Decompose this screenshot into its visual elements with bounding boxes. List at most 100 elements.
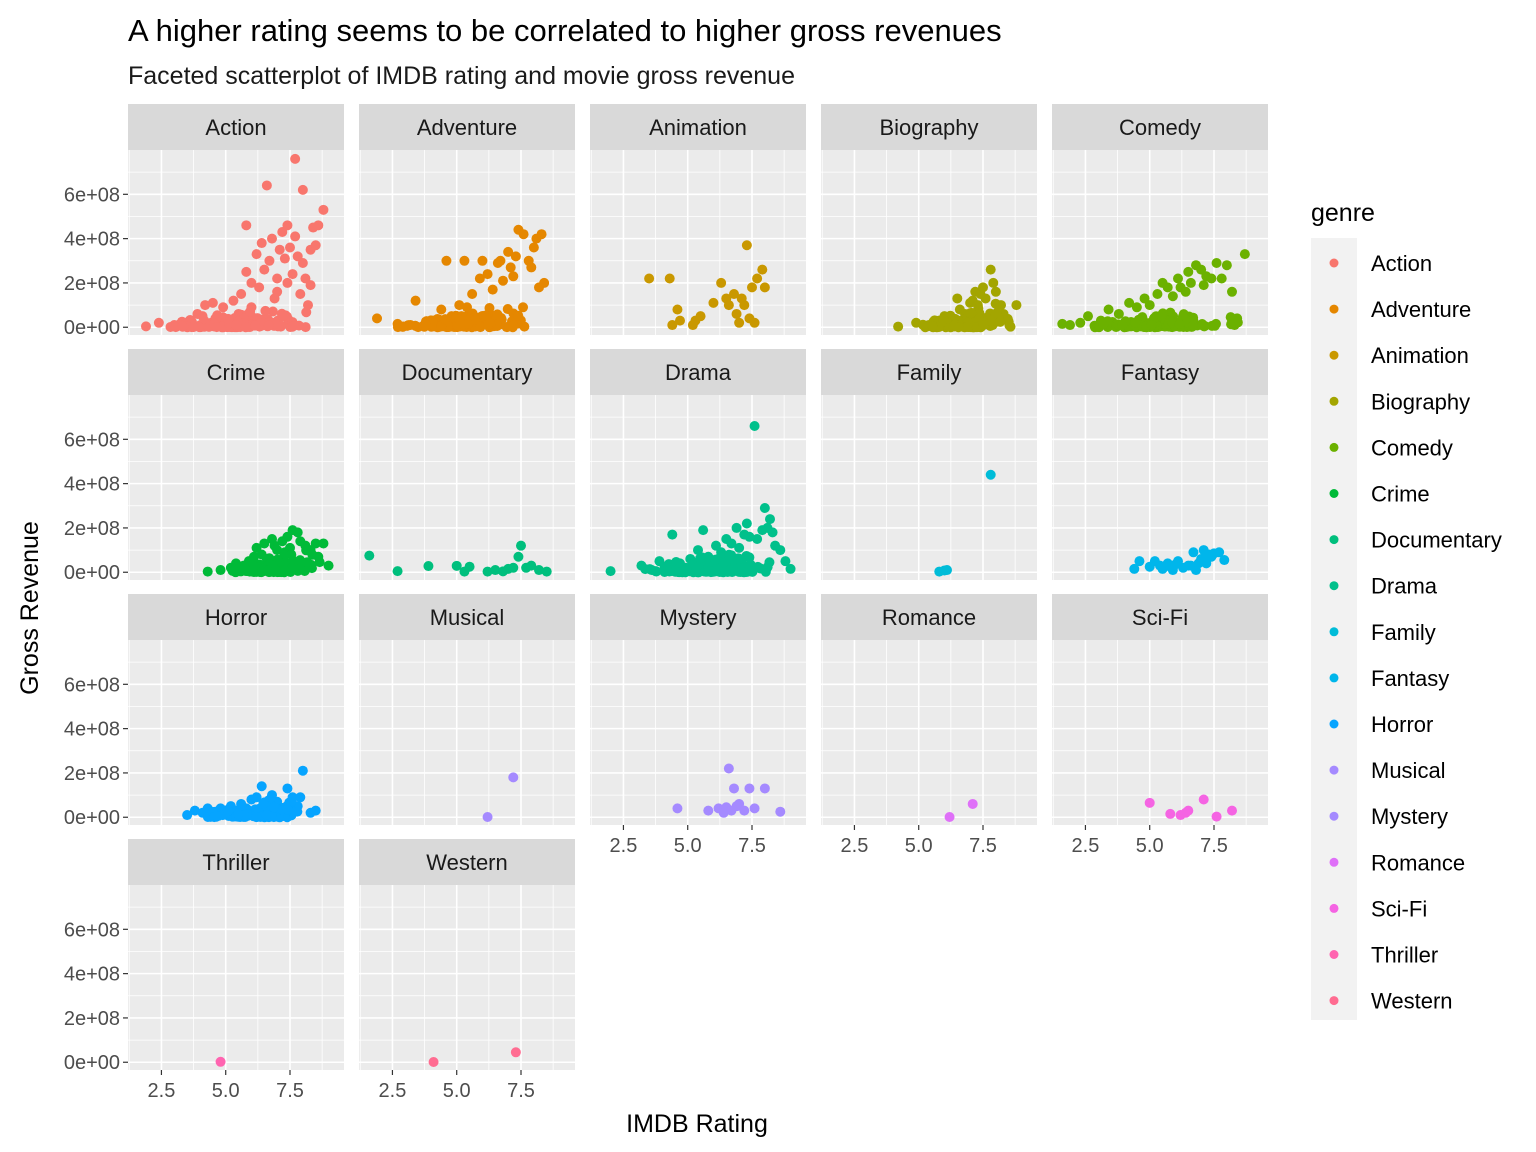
point-action bbox=[272, 286, 283, 297]
x-tick-label: 2.5 bbox=[1072, 835, 1100, 857]
point-crime bbox=[301, 545, 312, 556]
point-drama bbox=[734, 542, 745, 553]
point-biography bbox=[978, 320, 989, 331]
point-drama bbox=[681, 564, 692, 575]
panel-background bbox=[821, 640, 1037, 825]
y-tick-label: 2e+08 bbox=[64, 273, 120, 295]
point-drama bbox=[667, 529, 678, 540]
point-adventure bbox=[410, 320, 421, 331]
point-adventure bbox=[484, 303, 495, 314]
strip-label: Family bbox=[897, 360, 962, 385]
point-mystery bbox=[759, 783, 770, 794]
point-drama bbox=[698, 525, 709, 536]
legend-label: Romance bbox=[1371, 850, 1465, 875]
point-drama bbox=[765, 514, 775, 525]
point-comedy bbox=[1226, 319, 1237, 330]
point-biography bbox=[995, 316, 1006, 327]
point-adventure bbox=[372, 313, 382, 324]
y-tick-label: 6e+08 bbox=[64, 674, 120, 696]
x-tick-label: 5.0 bbox=[905, 835, 933, 857]
point-action bbox=[245, 306, 256, 317]
point-animation bbox=[675, 315, 685, 326]
point-comedy bbox=[1197, 320, 1208, 331]
legend-key bbox=[1329, 765, 1339, 775]
point-action bbox=[318, 204, 329, 215]
point-crime bbox=[272, 545, 283, 556]
point-documentary bbox=[526, 560, 537, 571]
point-adventure bbox=[474, 273, 485, 284]
point-adventure bbox=[526, 262, 537, 273]
point-biography bbox=[991, 308, 1002, 319]
legend-item-action: Action bbox=[1329, 251, 1432, 276]
point-comedy bbox=[1221, 260, 1232, 271]
point-sci-fi bbox=[1165, 808, 1176, 819]
point-fantasy bbox=[1185, 560, 1196, 571]
point-action bbox=[301, 307, 312, 318]
point-action bbox=[236, 289, 247, 300]
x-tick-label: 7.5 bbox=[738, 835, 766, 857]
point-documentary bbox=[364, 550, 375, 561]
strip-label: Horror bbox=[205, 605, 267, 630]
strip-background bbox=[359, 839, 575, 885]
point-horror bbox=[256, 781, 267, 792]
legend-key bbox=[1329, 673, 1339, 683]
strip-label: Animation bbox=[649, 115, 747, 140]
point-crime bbox=[202, 566, 213, 577]
point-adventure bbox=[518, 229, 529, 240]
strip-background bbox=[1052, 104, 1268, 150]
point-horror bbox=[182, 810, 193, 821]
point-adventure bbox=[505, 262, 516, 273]
point-fantasy bbox=[1219, 555, 1230, 566]
strip-background bbox=[359, 349, 575, 395]
point-documentary bbox=[392, 566, 403, 577]
point-comedy bbox=[1075, 317, 1086, 328]
point-comedy bbox=[1188, 320, 1199, 331]
point-fantasy bbox=[1167, 565, 1178, 576]
point-drama bbox=[651, 566, 662, 577]
point-action bbox=[295, 289, 306, 300]
legend-label: Adventure bbox=[1371, 297, 1471, 322]
legend-item-documentary: Documentary bbox=[1329, 528, 1502, 553]
legend-label: Action bbox=[1371, 251, 1432, 276]
point-comedy bbox=[1131, 302, 1142, 313]
point-action bbox=[285, 242, 295, 253]
legend-item-adventure: Adventure bbox=[1329, 297, 1471, 322]
strip-background bbox=[128, 839, 344, 885]
facet-thriller: Thriller 0e+00 2e+08 4e+08 6e+08 2.5 5.0 7.5 bbox=[64, 839, 344, 1102]
point-action bbox=[260, 305, 271, 316]
point-comedy bbox=[1083, 311, 1093, 322]
point-animation bbox=[757, 264, 768, 275]
facet-documentary: Documentary bbox=[359, 349, 575, 580]
point-action bbox=[218, 302, 229, 313]
legend-key bbox=[1329, 996, 1339, 1006]
point-sci-fi bbox=[1144, 797, 1155, 808]
point-family bbox=[942, 565, 952, 576]
point-adventure bbox=[398, 321, 409, 332]
strip-background bbox=[1052, 349, 1268, 395]
point-animation bbox=[747, 282, 757, 293]
point-drama bbox=[710, 554, 721, 565]
point-drama bbox=[780, 556, 791, 567]
point-animation bbox=[752, 273, 763, 284]
point-comedy bbox=[1183, 266, 1194, 277]
point-action bbox=[200, 300, 211, 311]
point-biography bbox=[978, 282, 988, 293]
x-tick-label: 5.0 bbox=[1136, 835, 1164, 857]
point-adventure bbox=[480, 310, 491, 321]
point-adventure bbox=[410, 295, 421, 306]
point-crime bbox=[314, 557, 325, 568]
strip-background bbox=[821, 594, 1037, 640]
point-biography bbox=[893, 321, 904, 332]
panel-background bbox=[590, 640, 806, 825]
point-action bbox=[254, 282, 265, 293]
point-horror bbox=[282, 783, 293, 794]
point-documentary bbox=[513, 551, 524, 562]
strip-background bbox=[590, 104, 806, 150]
x-axis-title: IMDB Rating bbox=[626, 1110, 768, 1138]
point-comedy bbox=[1117, 320, 1128, 331]
strip-background bbox=[128, 594, 344, 640]
point-comedy bbox=[1130, 317, 1141, 328]
point-adventure bbox=[528, 242, 539, 253]
legend-items: Action Adventure Animation Biography Comedy C… bbox=[1329, 251, 1502, 1014]
